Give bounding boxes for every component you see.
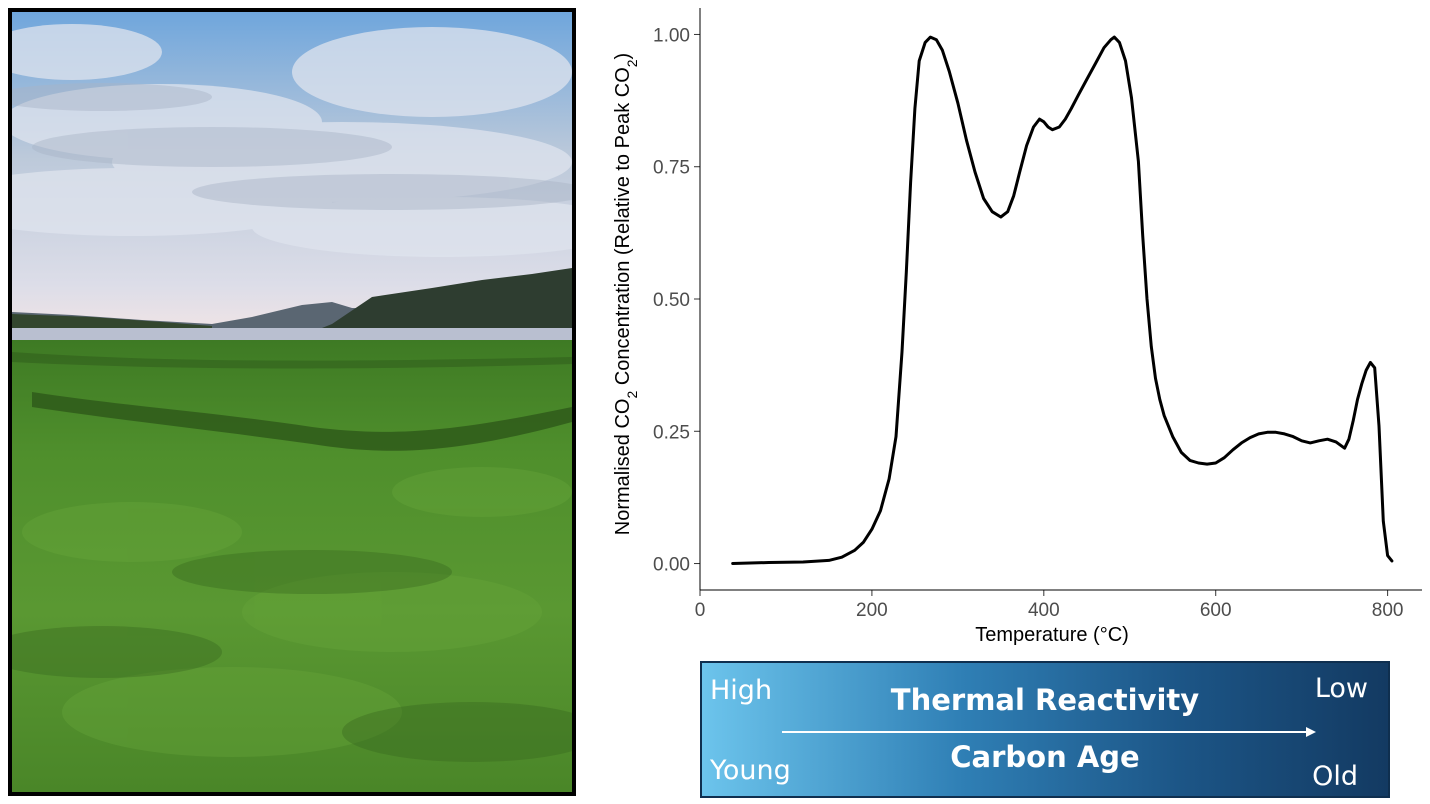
reactivity-age-banner: High Low Young Old Thermal Reactivity Ca… <box>700 661 1390 798</box>
x-tick-label: 200 <box>856 600 888 621</box>
banner-carbon-age-title: Carbon Age <box>950 740 1140 774</box>
right-arrow-icon <box>782 727 1316 737</box>
y-axis-ticks: 0.00 0.25 0.50 0.75 1.00 <box>653 25 700 576</box>
y-tick-label: 1.00 <box>653 25 690 46</box>
banner-young-label: Young <box>710 755 791 786</box>
thermogram-chart: 0.00 0.25 0.50 0.75 1.00 0 200 400 600 800 Tempe… <box>600 0 1430 650</box>
banner-low-label: Low <box>1314 673 1368 704</box>
y-axis-title-subscript-2: 2 <box>624 59 640 67</box>
y-axis-title-part-3: ) <box>612 53 634 60</box>
y-axis-title-subscript-1: 2 <box>624 391 640 399</box>
banner-high-label: High <box>710 675 773 706</box>
y-tick-label: 0.50 <box>653 290 690 311</box>
y-axis-title-part-1: Normalised CO <box>612 399 634 536</box>
clouds <box>12 24 572 257</box>
clouds-shadow <box>12 83 572 210</box>
x-tick-label: 800 <box>1372 600 1404 621</box>
x-tick-label: 400 <box>1028 600 1060 621</box>
grass-texture <box>22 467 572 757</box>
x-tick-label: 600 <box>1200 600 1232 621</box>
x-tick-label: 0 <box>695 600 706 621</box>
hillside <box>312 268 572 332</box>
grass-shadows <box>12 550 572 762</box>
x-axis-title: Temperature (°C) <box>975 624 1129 646</box>
landscape-photo-svg <box>12 12 572 792</box>
left-shore <box>12 314 212 332</box>
landscape-photo <box>8 8 576 796</box>
y-axis-title: Normalised CO2 Concentration (Relative t… <box>612 53 640 535</box>
marsh-channels <box>12 352 572 451</box>
y-tick-label: 0.75 <box>653 158 690 179</box>
co2-thermogram-line <box>731 35 1394 565</box>
banner-old-label: Old <box>1312 761 1358 792</box>
y-tick-label: 0.00 <box>653 555 690 576</box>
y-tick-label: 0.25 <box>653 422 690 443</box>
y-axis-title-part-2: Concentration (Relative to Peak CO <box>612 67 634 391</box>
water <box>12 328 572 342</box>
banner-thermal-reactivity-title: Thermal Reactivity <box>890 683 1200 717</box>
thermogram-svg: 0.00 0.25 0.50 0.75 1.00 0 200 400 600 800 Tempe… <box>612 8 1422 646</box>
x-axis-ticks: 0 200 400 600 800 <box>695 590 1404 621</box>
